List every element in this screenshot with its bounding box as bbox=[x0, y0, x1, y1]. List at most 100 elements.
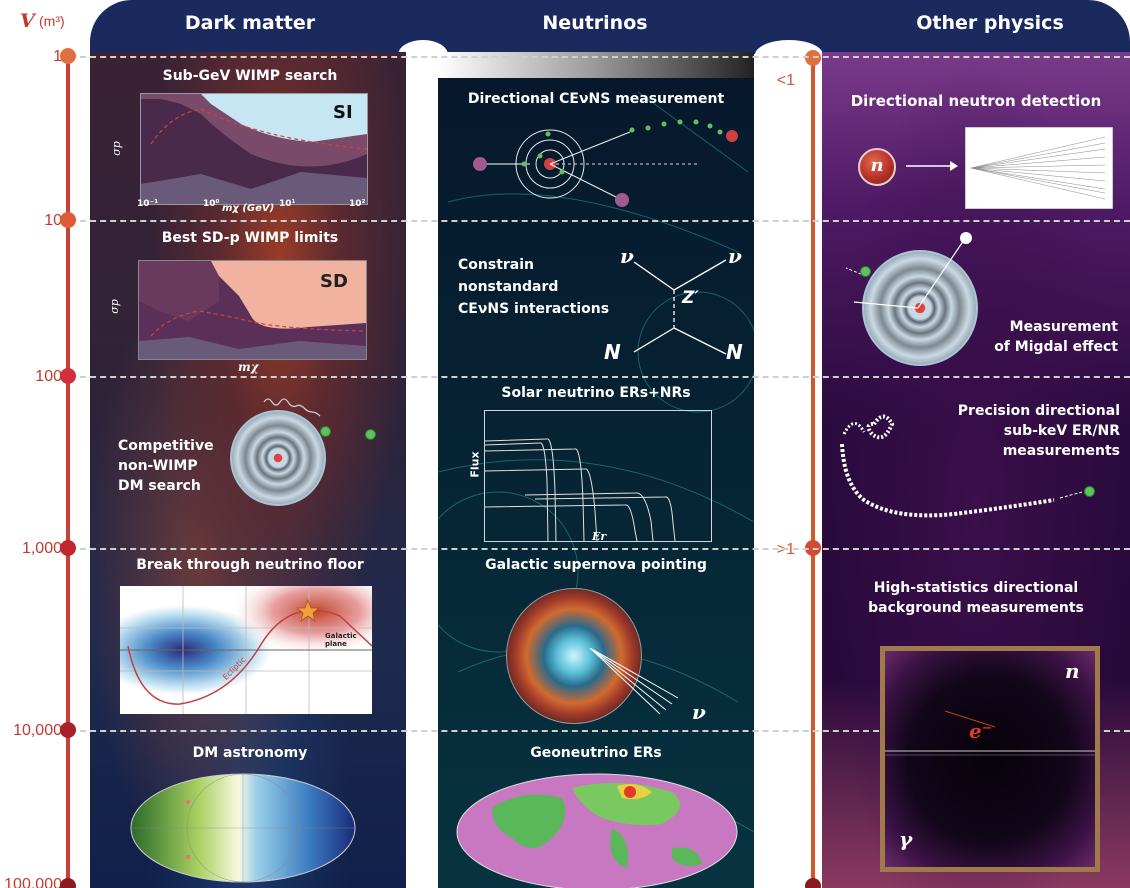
galactic-plane-label: Galactic plane bbox=[325, 632, 357, 648]
row-separator bbox=[80, 376, 1130, 378]
bg-n-label: n bbox=[1065, 659, 1080, 683]
sd-limits-svg bbox=[139, 261, 366, 359]
sd-label: SD bbox=[320, 271, 348, 292]
right-tick-label: <1 bbox=[776, 72, 795, 89]
tick-label: 1 bbox=[53, 48, 62, 65]
tick-label: 100 bbox=[35, 368, 62, 385]
sd-xlabel: mχ bbox=[238, 360, 259, 374]
precision-line: sub-keV ER/NR bbox=[1003, 423, 1120, 439]
nonstandard-line: Constrain bbox=[458, 257, 535, 273]
nu-right-label: ν bbox=[728, 244, 742, 268]
neutrinos-panel bbox=[438, 52, 754, 888]
dm-astronomy-map bbox=[130, 773, 356, 883]
right-tick-dot bbox=[805, 50, 821, 66]
precision-line: Precision directional bbox=[957, 403, 1120, 419]
axis-unit: (m³) bbox=[39, 13, 65, 29]
nu-left-label: ν bbox=[620, 244, 634, 268]
migdal-atom-icon bbox=[862, 250, 978, 366]
tick-label: 100,000 bbox=[4, 876, 62, 888]
photon-wave-icon bbox=[263, 398, 321, 417]
si-label: SI bbox=[333, 102, 353, 123]
wimp-xtick: 10¹ bbox=[279, 199, 296, 209]
wimp-search-svg bbox=[141, 94, 367, 204]
supernova-image bbox=[506, 588, 642, 724]
tick-dot bbox=[60, 212, 76, 228]
bg-gamma-label: γ bbox=[899, 827, 913, 851]
solar-svg bbox=[485, 438, 676, 541]
sd-ylabel: σp bbox=[107, 299, 121, 314]
tick-dot bbox=[60, 722, 76, 738]
neutrino-floor-map: Ecliptic Galactic plane bbox=[120, 586, 372, 714]
cevns-title: Directional CEνNS measurement bbox=[467, 91, 725, 107]
nonstandard-line: CEνNS interactions bbox=[458, 301, 610, 317]
non-wimp-line: Competitive bbox=[118, 438, 214, 454]
tick-label: 1,000 bbox=[21, 540, 62, 557]
wimp-xtick: 10⁰ bbox=[203, 199, 220, 209]
solar-title: Solar neutrino ERs+NRs bbox=[501, 385, 691, 401]
arrow-icon bbox=[906, 161, 958, 171]
nucleus-right-label: N bbox=[726, 340, 743, 364]
axis-symbol: V bbox=[20, 10, 35, 32]
neutron-icon: n bbox=[858, 148, 896, 186]
wimp-xlabel: mχ (GeV) bbox=[222, 203, 275, 214]
geo-map bbox=[456, 773, 738, 888]
solar-ylabel: Flux bbox=[468, 451, 482, 478]
neutrino-floor-title: Break through neutrino floor bbox=[136, 557, 364, 573]
cevns-diagram bbox=[473, 119, 738, 207]
column-header-dark-matter: Dark matter bbox=[184, 12, 316, 34]
background-grid bbox=[885, 710, 1095, 756]
precision-line: measurements bbox=[1002, 443, 1120, 459]
background-line: High-statistics directional bbox=[873, 580, 1079, 596]
tick-label: 10,000 bbox=[13, 722, 62, 739]
right-tick-dot bbox=[805, 878, 821, 888]
supernova-nu-label: ν bbox=[692, 700, 706, 724]
migdal-tracks bbox=[845, 232, 972, 309]
solar-plot bbox=[484, 410, 712, 542]
column-header-neutrinos: Neutrinos bbox=[542, 12, 648, 34]
atom-icon bbox=[230, 410, 326, 506]
wimp-search-title: Sub-GeV WIMP search bbox=[162, 68, 338, 84]
electron-icon bbox=[320, 426, 331, 437]
tick-dot bbox=[60, 48, 76, 64]
sd-limits-plot: SD bbox=[138, 260, 367, 360]
row-separator bbox=[80, 548, 1130, 550]
migdal-line: Measurement bbox=[1009, 319, 1118, 335]
feynman-diagram bbox=[633, 259, 727, 355]
electron-icon bbox=[1084, 486, 1095, 497]
electron-icon bbox=[365, 429, 376, 440]
dm-astronomy-title: DM astronomy bbox=[192, 745, 308, 761]
volume-axis bbox=[66, 52, 70, 888]
non-wimp-line: non-WIMP bbox=[118, 458, 198, 474]
neutron-title: Directional neutron detection bbox=[850, 92, 1102, 110]
wimp-search-plot: SI bbox=[140, 93, 368, 205]
header-bar bbox=[90, 0, 1130, 54]
solar-xlabel: Er bbox=[592, 530, 607, 543]
precision-track bbox=[840, 414, 1083, 518]
row-separator bbox=[80, 56, 1130, 58]
background-line: background measurements bbox=[868, 600, 1084, 616]
non-wimp-line: DM search bbox=[118, 478, 201, 494]
supernova-title: Galactic supernova pointing bbox=[485, 557, 707, 573]
tick-dot bbox=[60, 540, 76, 556]
row-separator bbox=[80, 220, 1130, 222]
nonstandard-line: nonstandard bbox=[458, 279, 559, 295]
background-histogram: n e⁻ γ bbox=[880, 646, 1100, 872]
wimp-xtick: 10⁻¹ bbox=[137, 199, 159, 209]
sd-limits-title: Best SD-p WIMP limits bbox=[161, 230, 339, 246]
tick-dot bbox=[60, 878, 76, 888]
row-separator bbox=[80, 730, 1130, 732]
wimp-ylabel: σp bbox=[109, 141, 123, 156]
migdal-line: of Migdal effect bbox=[994, 339, 1118, 355]
column-header-other-physics: Other physics bbox=[916, 12, 1064, 34]
neutron-tracks-plot bbox=[965, 127, 1113, 209]
other-axis bbox=[811, 52, 815, 888]
electron-icon bbox=[860, 266, 871, 277]
neutrino-rays bbox=[590, 648, 679, 715]
boson-label: Z′ bbox=[682, 288, 699, 308]
nucleus-left-label: N bbox=[604, 340, 621, 364]
wimp-xtick: 10² bbox=[349, 199, 366, 209]
bg-e-label: e⁻ bbox=[969, 719, 993, 743]
neutrino-floor-svg bbox=[120, 586, 372, 714]
geo-title: Geoneutrino ERs bbox=[530, 745, 662, 761]
